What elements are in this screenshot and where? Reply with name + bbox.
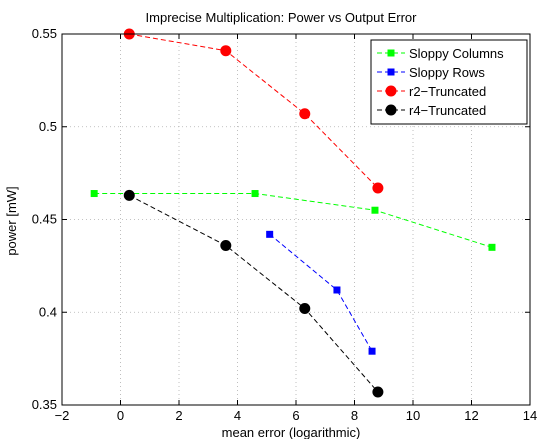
legend-marker [387, 68, 395, 76]
legend: Sloppy Columns Sloppy Rows r2−Truncated r4−… [370, 39, 528, 125]
data-point [299, 108, 311, 120]
series-3 [123, 189, 384, 398]
y-axis-label: power [mW] [4, 186, 19, 255]
x-tick-label: 12 [464, 408, 478, 423]
legend-item: Sloppy Rows [377, 65, 485, 80]
x-tick-label: 4 [234, 408, 241, 423]
legend-marker [385, 104, 397, 116]
data-point [372, 386, 384, 398]
legend-item: r4−Truncated [377, 103, 486, 118]
legend-label: Sloppy Columns [409, 46, 504, 61]
legend-item: Sloppy Columns [377, 46, 504, 61]
x-tick-label: 2 [175, 408, 182, 423]
data-point [90, 190, 98, 198]
legend-label: r4−Truncated [409, 103, 486, 118]
y-tick-label: 0.55 [32, 26, 57, 41]
data-point [220, 45, 232, 57]
data-point [371, 206, 379, 214]
x-tick-label: 0 [117, 408, 124, 423]
x-tick-label: −2 [55, 408, 70, 423]
x-axis-label: mean error (logarithmic) [222, 425, 361, 439]
data-point [488, 243, 496, 251]
x-tick-label: 8 [351, 408, 358, 423]
legend-label: r2−Truncated [409, 84, 486, 99]
series-line [129, 33, 379, 189]
data-point [123, 189, 135, 201]
legend-item: r2−Truncated [377, 84, 486, 99]
x-tick-label: 14 [523, 408, 537, 423]
axis-ticks: −2 0 2 4 6 8 10 12 14 0.35 0.4 0.45 0.5 0.55 [32, 26, 538, 423]
series-line [129, 194, 379, 393]
series-line [94, 193, 493, 248]
x-tick-label: 6 [292, 408, 299, 423]
y-tick-label: 0.45 [32, 212, 57, 227]
y-tick-label: 0.35 [32, 397, 57, 412]
chart-title: Imprecise Multiplication: Power vs Outpu… [146, 10, 418, 25]
data-point [368, 347, 376, 355]
x-tick-label: 10 [406, 408, 420, 423]
data-point [251, 190, 259, 198]
y-tick-label: 0.4 [39, 304, 57, 319]
legend-label: Sloppy Rows [409, 65, 485, 80]
legend-marker [387, 49, 395, 57]
legend-marker [385, 85, 397, 97]
data-point [333, 286, 341, 294]
series-2 [123, 28, 384, 194]
data-point [220, 239, 232, 251]
data-point [299, 303, 311, 315]
data-point [266, 230, 274, 238]
y-tick-label: 0.5 [39, 119, 57, 134]
data-point [372, 182, 384, 194]
series-layer [90, 28, 496, 398]
series-1 [266, 230, 376, 355]
series-0 [90, 190, 496, 251]
